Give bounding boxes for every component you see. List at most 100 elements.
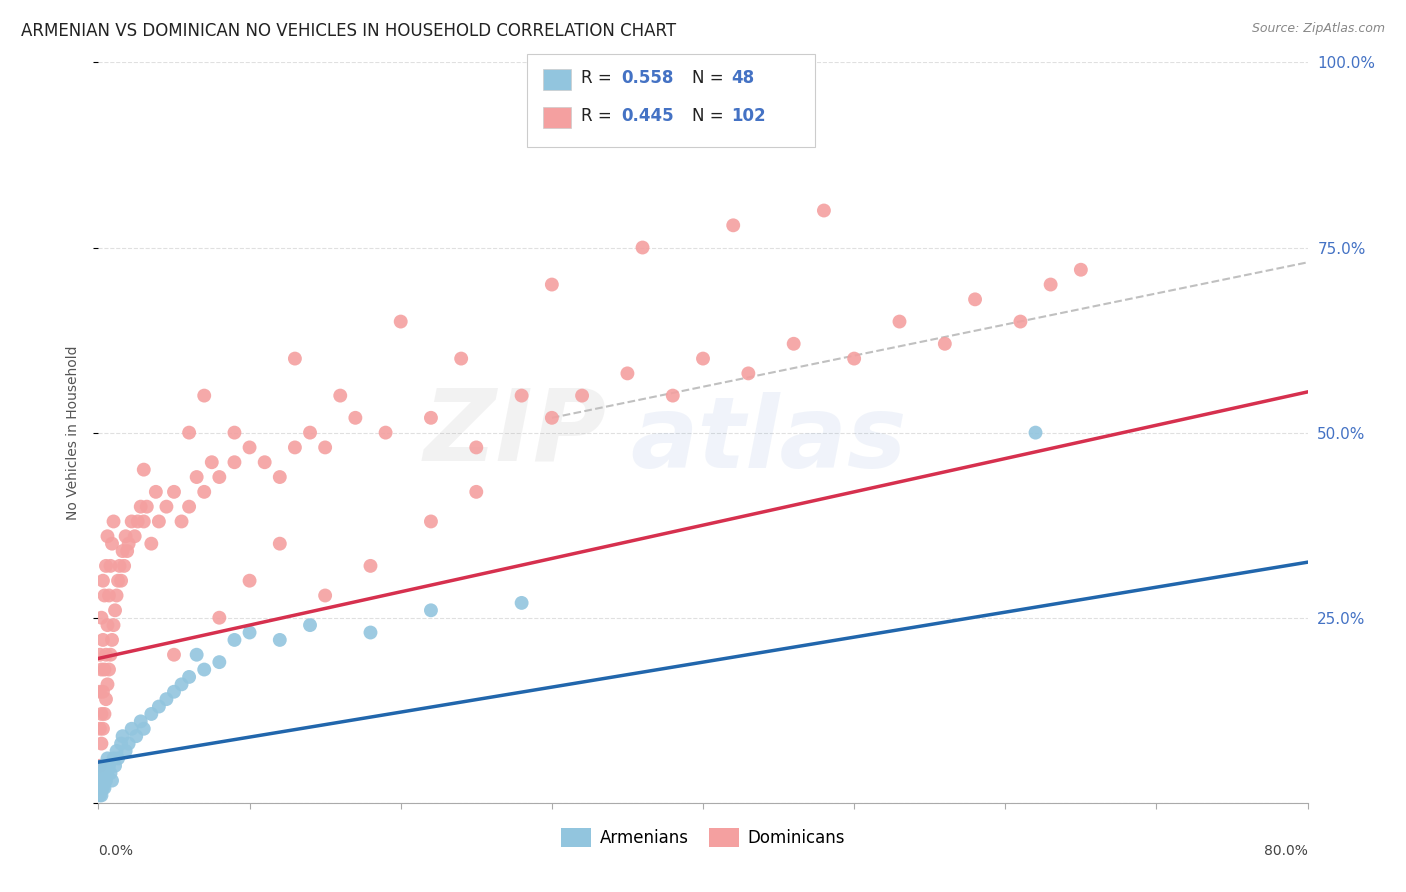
Point [91,780,114,795]
Point [1070,262,1092,277]
Point [540,410,562,425]
Point [179,425,201,440]
Point [124,529,146,543]
Point [103,751,125,765]
Point [121,515,143,529]
Point [89,780,111,795]
Point [91,758,114,772]
Point [100,558,122,573]
Point [208,470,231,484]
Point [90,789,112,803]
Point [93,663,115,677]
Point [934,336,956,351]
Legend: Armenians, Dominicans: Armenians, Dominicans [555,822,851,854]
Point [101,632,124,647]
Point [253,455,276,469]
Point [96,529,118,543]
Text: 0.558: 0.558 [621,69,673,87]
Text: 80.0%: 80.0% [1264,844,1308,857]
Point [723,219,745,233]
Point [132,722,155,736]
Point [89,789,111,803]
Point [110,574,132,588]
Point [108,558,131,573]
Point [96,751,118,765]
Point [889,314,911,328]
Point [965,293,987,307]
Point [360,625,382,640]
Point [269,470,291,484]
Point [163,648,186,662]
Point [186,648,208,662]
Point [510,388,533,402]
Y-axis label: No Vehicles in Household: No Vehicles in Household [66,345,80,520]
Point [98,663,121,677]
Point [132,515,155,529]
Point [94,648,117,662]
Point [105,744,128,758]
Point [813,203,835,218]
Point [94,692,117,706]
Point [101,536,124,550]
Point [115,544,138,558]
Point [114,744,136,758]
Text: atlas: atlas [630,392,907,489]
Point [163,685,186,699]
Point [91,685,114,699]
Point [94,758,117,772]
Point [93,589,115,603]
Point [374,425,396,440]
Point [208,610,231,624]
Point [314,589,336,603]
Text: 0.0%: 0.0% [98,844,134,857]
Point [269,632,291,647]
Point [104,758,127,772]
Point [105,589,128,603]
Point [90,663,112,677]
Point [103,618,125,632]
Point [101,773,124,788]
Point [100,648,122,662]
Point [90,706,112,721]
Point [111,544,134,558]
Point [186,470,208,484]
Point [125,729,148,743]
Point [148,699,170,714]
Point [94,558,117,573]
Point [135,500,157,514]
Point [90,780,112,795]
Point [420,515,443,529]
Point [145,484,167,499]
Point [155,692,177,706]
Point [179,500,201,514]
Point [91,722,114,736]
Point [90,773,112,788]
Point [103,515,125,529]
Point [129,500,152,514]
Point [208,655,231,669]
Point [269,536,291,550]
Point [571,388,593,402]
Text: R =: R = [581,69,617,87]
Point [450,351,472,366]
Text: 102: 102 [731,107,766,125]
Text: R =: R = [581,107,617,125]
Point [314,441,336,455]
Text: ZIP: ZIP [423,384,606,481]
Point [91,632,114,647]
Point [510,596,533,610]
Point [239,441,262,455]
Point [1039,277,1062,292]
Point [224,425,246,440]
Point [540,277,562,292]
Point [93,766,115,780]
Point [89,685,111,699]
Point [100,766,122,780]
Point [121,722,143,736]
Point [170,515,193,529]
Point [98,589,121,603]
Point [94,773,117,788]
Point [93,780,115,795]
Point [114,529,136,543]
Point [239,574,262,588]
